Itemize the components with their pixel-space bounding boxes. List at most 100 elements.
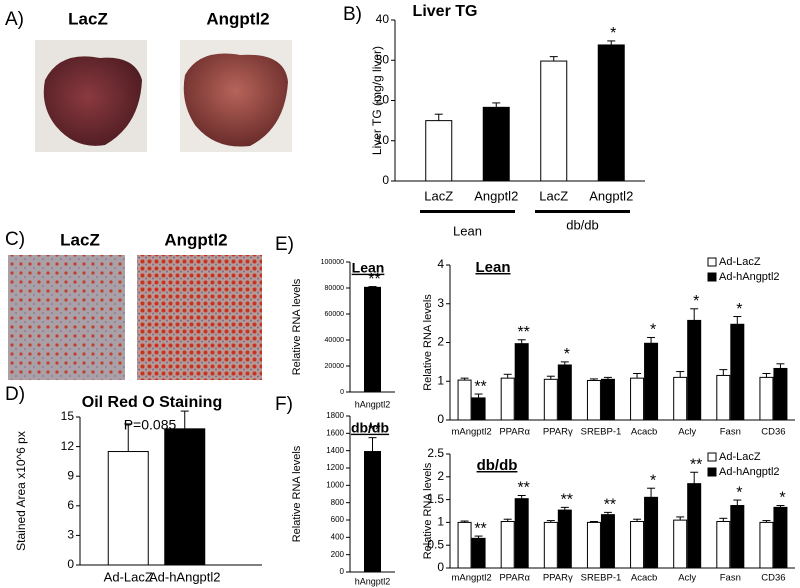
- y-tick-label: 1000: [326, 480, 344, 489]
- image-label: LacZ: [60, 230, 100, 249]
- y-tick-label: 20000: [325, 363, 345, 370]
- x-tick-label: Ad-hAngptl2: [149, 569, 221, 584]
- bar: [716, 374, 731, 421]
- group-bracket: [420, 210, 515, 213]
- bar: [773, 367, 788, 421]
- y-tick-label: 2.5: [427, 446, 444, 460]
- chart-title: Lean: [352, 260, 385, 276]
- y-tick-label: 100000: [321, 259, 344, 266]
- y-tick-label: 1800: [326, 411, 344, 420]
- bar: [164, 428, 206, 566]
- image-label: Angptl2: [206, 9, 269, 28]
- x-tick-label: PPARα: [499, 573, 530, 584]
- y-tick-label: 0: [340, 567, 345, 576]
- legend-swatch: [707, 272, 717, 282]
- bar: [471, 397, 486, 421]
- bar: [586, 379, 601, 421]
- y-tick-label: 0.5: [427, 537, 444, 551]
- y-axis-label: Relative RNA levels: [291, 278, 303, 375]
- stain-image: [8, 255, 125, 380]
- bar: [514, 498, 529, 569]
- bar: [773, 506, 788, 569]
- significance: *: [650, 472, 656, 489]
- bar: [759, 521, 774, 569]
- legend-swatch: [707, 452, 717, 462]
- bar: [673, 376, 688, 421]
- x-tick-label: Angptl2: [474, 188, 518, 203]
- panel-label: D): [5, 384, 25, 405]
- panel-label: C): [5, 229, 25, 250]
- significance: **: [368, 422, 380, 439]
- legend-label: Ad-LacZ: [719, 256, 761, 268]
- bar: [730, 323, 745, 421]
- y-axis-label: Relative RNA levels: [422, 462, 434, 559]
- bar: [500, 520, 515, 569]
- x-tick-label: Fasn: [720, 573, 741, 584]
- bar: [759, 376, 774, 421]
- chart-title: db/db: [477, 457, 518, 474]
- y-tick-label: 2: [437, 335, 444, 349]
- bar: [457, 379, 472, 421]
- y-tick-label: 12: [61, 439, 75, 453]
- y-tick-label: 15: [61, 409, 75, 423]
- bar: [557, 509, 572, 569]
- x-tick-label: PPARγ: [543, 427, 573, 438]
- y-tick-label: 0: [437, 560, 444, 574]
- stain-image: [137, 255, 262, 380]
- significance: *: [650, 322, 656, 339]
- y-tick-label: 1400: [326, 446, 344, 455]
- x-tick-label: mAngptl2: [451, 427, 491, 438]
- x-tick-label: Ad-LacZ: [104, 569, 153, 584]
- x-tick-label: Acacb: [631, 573, 657, 584]
- bar: [107, 451, 149, 566]
- chart-title: db/db: [351, 420, 389, 436]
- image-label: Angptl2: [164, 230, 227, 249]
- y-axis-label: Relative RNA levels: [291, 445, 303, 542]
- legend-label: Ad-hAngptl2: [719, 271, 780, 283]
- significance: **: [690, 456, 702, 473]
- y-tick-label: 80000: [325, 285, 345, 292]
- y-tick-label: 600: [331, 515, 345, 524]
- x-tick-label: CD36: [761, 427, 785, 438]
- significance: *: [610, 25, 616, 42]
- y-tick-label: 0: [67, 557, 74, 571]
- y-tick-label: 10: [376, 133, 390, 147]
- significance: *: [736, 484, 742, 501]
- panel-label: E): [275, 234, 294, 255]
- y-tick-label: 2: [437, 469, 444, 483]
- y-tick-label: 0: [437, 412, 444, 426]
- bar: [687, 483, 702, 569]
- bar: [716, 520, 731, 569]
- x-tick-label: PPARα: [499, 427, 530, 438]
- y-tick-label: 4: [437, 257, 444, 271]
- x-tick-label: Acly: [678, 573, 696, 584]
- y-tick-label: 1: [437, 515, 444, 529]
- y-tick-label: 40000: [325, 337, 345, 344]
- significance: **: [368, 271, 380, 288]
- significance: *: [736, 301, 742, 318]
- significance: *: [693, 293, 699, 310]
- chart-title: Lean: [475, 259, 510, 276]
- x-tick-label: SREBP-1: [581, 573, 622, 584]
- legend-label: Ad-hAngptl2: [719, 466, 780, 478]
- y-tick-label: 1.5: [427, 492, 444, 506]
- significance: **: [517, 480, 529, 497]
- y-tick-label: 3: [437, 296, 444, 310]
- bar: [482, 106, 510, 182]
- y-tick-label: 9: [67, 468, 74, 482]
- y-tick-label: 40: [376, 12, 390, 26]
- y-tick-label: 0: [382, 173, 389, 187]
- group-label: Lean: [453, 223, 482, 238]
- bar: [597, 44, 625, 182]
- bar: [364, 451, 381, 573]
- x-tick-label: CD36: [761, 573, 785, 584]
- y-tick-label: 6: [67, 498, 74, 512]
- panel-label: F): [275, 394, 293, 415]
- significance: **: [474, 378, 486, 395]
- legend-label: Ad-LacZ: [719, 451, 761, 463]
- x-tick-label: Acacb: [631, 427, 657, 438]
- y-tick-label: 0: [340, 389, 344, 396]
- chart-title: Liver TG: [413, 3, 478, 20]
- x-tick-label: PPARγ: [543, 573, 573, 584]
